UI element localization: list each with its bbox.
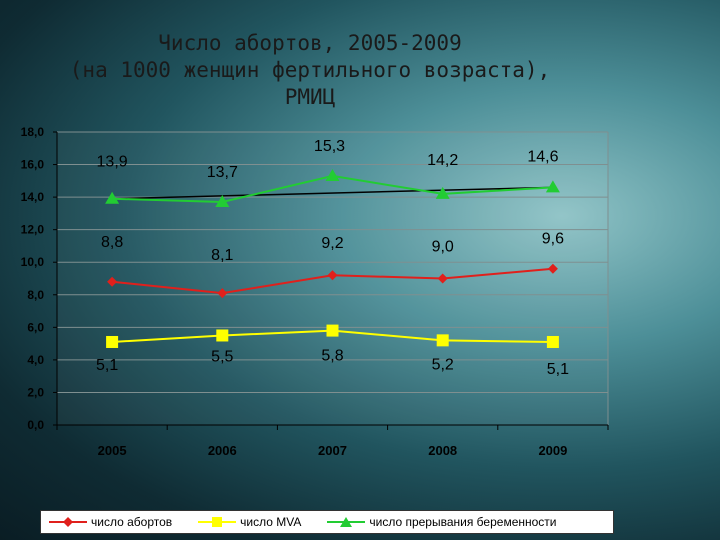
data-label-terminations: 13,7 [207,164,238,181]
y-tick-label: 12,0 [21,223,45,237]
x-tick-label: 2009 [538,443,567,458]
legend-label-mva: число MVA [240,515,302,529]
data-point-abortions [327,270,338,281]
legend-label-terminations: число прерывания беременности [369,515,557,529]
data-label-terminations: 14,2 [427,152,458,169]
data-labels: 8,8 8,1 9,2 9,0 9,6 5,1 5,5 5,8 5,2 5,1 13,9 13,7 15… [96,138,569,378]
title-line-1: Число абортов, 2005-2009 [158,31,462,55]
data-point-mva [436,334,449,347]
data-point-abortions [107,276,118,287]
data-point-terminations [325,168,340,181]
data-point-mva [106,335,119,348]
legend-item-abortions: число абортов [49,515,172,529]
x-tick-label: 2006 [208,443,237,458]
y-tick-label: 16,0 [21,158,45,172]
trendline-group [112,186,553,200]
y-tick-label: 18,0 [21,125,45,139]
x-tick-labels: 2005 2006 2007 2008 2009 [98,443,568,458]
data-point-abortions [437,273,448,284]
title-line-3: РМИЦ [284,85,336,109]
data-point-terminations [435,186,450,199]
x-tick-label: 2008 [428,443,457,458]
legend-item-mva: число MVA [198,515,301,529]
chart-title: Число абортов, 2005-2009 (на 1000 женщин… [0,30,620,111]
data-label-mva: 5,8 [321,348,343,365]
axes [53,131,609,430]
y-tick-label: 2,0 [27,385,44,399]
series-group [105,168,560,348]
data-label-abortions: 9,6 [542,231,564,248]
data-point-abortions [217,288,228,299]
legend-label-abortions: число абортов [91,515,173,529]
data-label-mva: 5,1 [96,357,118,374]
y-tick-label: 10,0 [21,255,45,269]
data-label-terminations: 15,3 [314,138,345,155]
x-tick-label: 2007 [318,443,347,458]
legend-item-terminations: число прерывания беременности [327,515,557,529]
trendline [112,186,553,200]
data-label-terminations: 14,6 [527,148,558,165]
legend: число абортов число MVA число прерывания… [40,510,614,534]
data-label-terminations: 13,9 [97,154,128,171]
y-tick-labels: 0,0 2,0 4,0 6,0 8,0 10,0 12,0 14,0 16,0 18,0 [21,125,45,432]
data-label-mva: 5,5 [211,348,233,365]
y-tick-label: 14,0 [21,190,45,204]
legend-marker-square [198,517,237,527]
data-label-abortions: 8,8 [101,234,123,251]
data-point-terminations [215,194,230,207]
data-point-terminations [105,191,120,204]
data-label-mva: 5,2 [432,356,454,373]
data-point-mva [216,329,229,342]
y-tick-label: 6,0 [27,320,44,334]
legend-marker-diamond [49,517,87,527]
data-point-abortions [547,263,558,274]
legend-marker-triangle [327,517,366,527]
y-tick-label: 8,0 [27,288,44,302]
y-tick-label: 0,0 [27,418,44,432]
data-label-abortions: 8,1 [211,247,233,264]
title-line-2: (на 1000 женщин фертильного возраста), [69,58,551,82]
data-label-abortions: 9,0 [432,239,454,256]
data-point-mva [326,324,339,337]
x-tick-label: 2005 [98,443,127,458]
y-tick-label: 4,0 [27,353,44,367]
data-point-terminations [545,180,560,193]
data-point-mva [546,335,559,348]
data-label-abortions: 9,2 [321,235,343,252]
data-label-mva: 5,1 [547,361,569,378]
